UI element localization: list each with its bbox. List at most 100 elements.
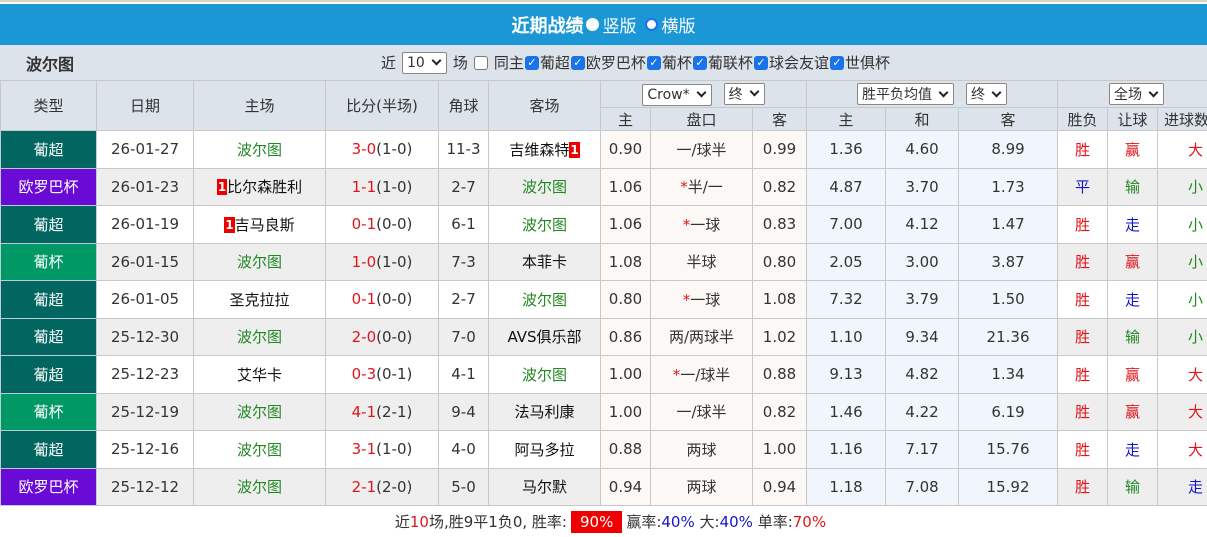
competition-checkbox[interactable]: ✓ xyxy=(693,56,707,70)
table-row[interactable]: 葡超 26-01-19 1吉马良斯 0-1(0-0) 6-1 波尔图 1.06 … xyxy=(1,206,1207,244)
odds-away: 0.94 xyxy=(753,468,807,506)
table-row[interactable]: 葡超 25-12-23 艾华卡 0-3(0-1) 4-1 波尔图 1.00 *一… xyxy=(1,356,1207,394)
away-team[interactable]: 马尔默 xyxy=(489,468,601,506)
odds-stage-select[interactable]: 终 xyxy=(724,83,765,105)
result: 胜 xyxy=(1058,468,1108,506)
table-row[interactable]: 葡超 25-12-30 波尔图 2-0(0-0) 7-0 AVS俱乐部 0.86… xyxy=(1,318,1207,356)
chevron-down-icon xyxy=(992,87,1002,97)
away-team[interactable]: 法马利康 xyxy=(489,393,601,431)
score-cell[interactable]: 3-0(1-0) xyxy=(326,131,439,169)
scope-select[interactable]: 全场 xyxy=(1109,83,1164,105)
home-team[interactable]: 波尔图 xyxy=(194,243,326,281)
home-team-name: 波尔图 xyxy=(237,253,282,271)
score-cell[interactable]: 0-1(0-0) xyxy=(326,206,439,244)
competition-type[interactable]: 欧罗巴杯 xyxy=(1,168,97,206)
col-odds-home: 主 xyxy=(601,108,651,131)
euro-away: 21.36 xyxy=(959,318,1058,356)
competition-type[interactable]: 葡超 xyxy=(1,431,97,469)
table-row[interactable]: 葡杯 26-01-15 波尔图 1-0(1-0) 7-3 本菲卡 1.08 半球… xyxy=(1,243,1207,281)
result: 胜 xyxy=(1058,281,1108,319)
chevron-down-icon xyxy=(431,56,441,66)
radio-horizontal[interactable] xyxy=(645,18,658,31)
euro-home: 1.46 xyxy=(807,393,886,431)
euro-home: 7.00 xyxy=(807,206,886,244)
score-cell[interactable]: 2-0(0-0) xyxy=(326,318,439,356)
competition-checkbox[interactable]: ✓ xyxy=(830,56,844,70)
away-team[interactable]: 波尔图 xyxy=(489,281,601,319)
competition-type[interactable]: 葡超 xyxy=(1,131,97,169)
home-team[interactable]: 波尔图 xyxy=(194,131,326,169)
competition-type[interactable]: 葡杯 xyxy=(1,243,97,281)
away-team[interactable]: 波尔图 xyxy=(489,168,601,206)
odds-company-select[interactable]: Crow* xyxy=(642,84,711,106)
goals-result: 大 xyxy=(1158,356,1207,394)
score-cell[interactable]: 3-1(1-0) xyxy=(326,431,439,469)
home-team[interactable]: 波尔图 xyxy=(194,468,326,506)
competition-checkbox[interactable]: ✓ xyxy=(571,56,585,70)
table-row[interactable]: 欧罗巴杯 26-01-23 1比尔森胜利 1-1(1-0) 2-7 波尔图 1.… xyxy=(1,168,1207,206)
home-team[interactable]: 1吉马良斯 xyxy=(194,206,326,244)
handicap: 一/球半 xyxy=(651,131,753,169)
score-cell[interactable]: 0-3(0-1) xyxy=(326,356,439,394)
euro-stage-select[interactable]: 终 xyxy=(966,83,1007,105)
radio-vertical[interactable] xyxy=(586,18,599,31)
full-time-score: 0-1 xyxy=(352,215,377,233)
home-team[interactable]: 圣克拉拉 xyxy=(194,281,326,319)
competition-checkbox[interactable]: ✓ xyxy=(525,56,539,70)
home-team[interactable]: 1比尔森胜利 xyxy=(194,168,326,206)
away-team[interactable]: 阿马多拉 xyxy=(489,431,601,469)
table-row[interactable]: 葡杯 25-12-19 波尔图 4-1(2-1) 9-4 法马利康 1.00 一… xyxy=(1,393,1207,431)
same-home-label[interactable]: 同主 xyxy=(494,52,524,73)
away-team[interactable]: 波尔图 xyxy=(489,356,601,394)
away-team-name: 波尔图 xyxy=(522,291,567,309)
ah-result: 赢 xyxy=(1108,243,1158,281)
home-team[interactable]: 波尔图 xyxy=(194,393,326,431)
away-team[interactable]: AVS俱乐部 xyxy=(489,318,601,356)
competition-type[interactable]: 葡超 xyxy=(1,281,97,319)
table-row[interactable]: 欧罗巴杯 25-12-12 波尔图 2-1(2-0) 5-0 马尔默 0.94 … xyxy=(1,468,1207,506)
recent-count-select[interactable]: 10 xyxy=(402,52,447,74)
table-row[interactable]: 葡超 26-01-27 波尔图 3-0(1-0) 11-3 吉维森特1 0.90… xyxy=(1,131,1207,169)
score-cell[interactable]: 1-0(1-0) xyxy=(326,243,439,281)
score-cell[interactable]: 4-1(2-1) xyxy=(326,393,439,431)
competition-checkbox[interactable]: ✓ xyxy=(647,56,661,70)
goals-result: 小 xyxy=(1158,281,1207,319)
competition-label[interactable]: 葡联杯 xyxy=(708,52,753,73)
competition-label[interactable]: 球会友谊 xyxy=(769,52,829,73)
table-row[interactable]: 葡超 26-01-05 圣克拉拉 0-1(0-0) 2-7 波尔图 0.80 *… xyxy=(1,281,1207,319)
table-row[interactable]: 葡超 25-12-16 波尔图 3-1(1-0) 4-0 阿马多拉 0.88 两… xyxy=(1,431,1207,469)
competition-label[interactable]: 世俱杯 xyxy=(845,52,890,73)
competition-type[interactable]: 葡超 xyxy=(1,318,97,356)
competition-label[interactable]: 葡杯 xyxy=(662,52,692,73)
competition-type[interactable]: 葡超 xyxy=(1,356,97,394)
match-date: 25-12-19 xyxy=(97,393,194,431)
score-cell[interactable]: 0-1(0-0) xyxy=(326,281,439,319)
away-team[interactable]: 本菲卡 xyxy=(489,243,601,281)
away-team[interactable]: 吉维森特1 xyxy=(489,131,601,169)
same-home-checkbox[interactable] xyxy=(474,56,488,70)
view-horizontal-label[interactable]: 横版 xyxy=(662,12,696,37)
handicap: *一/球半 xyxy=(651,356,753,394)
odds-home: 1.06 xyxy=(601,206,651,244)
euro-home: 1.16 xyxy=(807,431,886,469)
full-time-score: 3-1 xyxy=(352,440,377,458)
away-team[interactable]: 波尔图 xyxy=(489,206,601,244)
score-cell[interactable]: 2-1(2-0) xyxy=(326,468,439,506)
ah-rate-label: 赢率: xyxy=(626,511,661,532)
competition-type[interactable]: 欧罗巴杯 xyxy=(1,468,97,506)
competition-label[interactable]: 葡超 xyxy=(540,52,570,73)
handicap-value: 一/球半 xyxy=(676,403,726,421)
col-type: 类型 xyxy=(1,81,97,131)
home-team[interactable]: 艾华卡 xyxy=(194,356,326,394)
view-vertical-label[interactable]: 竖版 xyxy=(603,12,637,37)
home-team[interactable]: 波尔图 xyxy=(194,318,326,356)
handicap: *一球 xyxy=(651,281,753,319)
summary-prefix: 近 xyxy=(395,511,410,532)
home-team[interactable]: 波尔图 xyxy=(194,431,326,469)
euro-odds-select[interactable]: 胜平负均值 xyxy=(857,83,954,105)
competition-type[interactable]: 葡超 xyxy=(1,206,97,244)
competition-label[interactable]: 欧罗巴杯 xyxy=(586,52,646,73)
competition-type[interactable]: 葡杯 xyxy=(1,393,97,431)
competition-checkbox[interactable]: ✓ xyxy=(754,56,768,70)
score-cell[interactable]: 1-1(1-0) xyxy=(326,168,439,206)
